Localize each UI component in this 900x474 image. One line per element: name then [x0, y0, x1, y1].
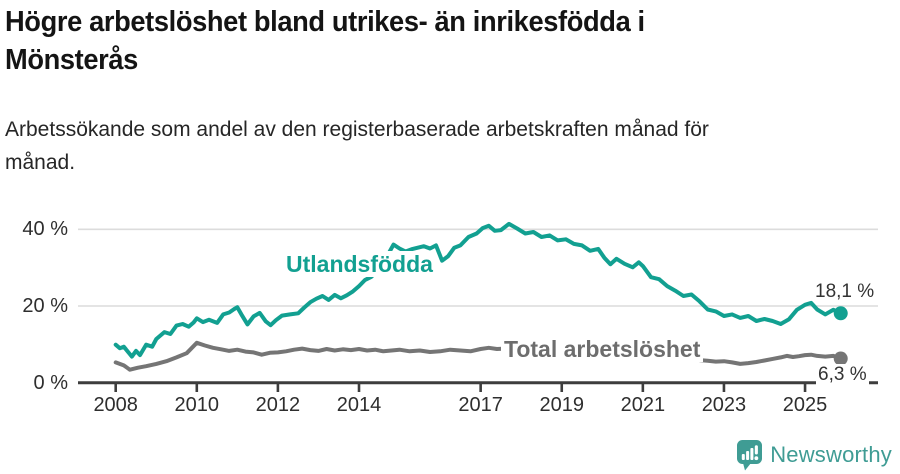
- chart-subtitle-line-2: månad.: [5, 151, 76, 174]
- series-end-dot-utlandsfodda: [833, 306, 848, 321]
- newsworthy-bar-chart-bubble-icon: [737, 440, 763, 471]
- chart-subtitle: Arbetssökande som andel av den registerb…: [5, 113, 885, 179]
- page-title: Högre arbetslöshet bland utrikes- än inr…: [5, 3, 879, 79]
- series-line-total: [113, 340, 843, 372]
- newsworthy-brand-text: Newsworthy: [770, 442, 892, 467]
- page-title-line-2: Mönsterås: [5, 44, 138, 76]
- series-end-dot-total: [833, 351, 848, 366]
- page-title-line-1: Högre arbetslöshet bland utrikes- än inr…: [5, 6, 645, 38]
- chart-subtitle-line-1: Arbetssökande som andel av den registerb…: [5, 118, 709, 141]
- newsworthy-logo: Newsworthy: [736, 439, 892, 471]
- series-line-utlandsfodda: [113, 221, 843, 359]
